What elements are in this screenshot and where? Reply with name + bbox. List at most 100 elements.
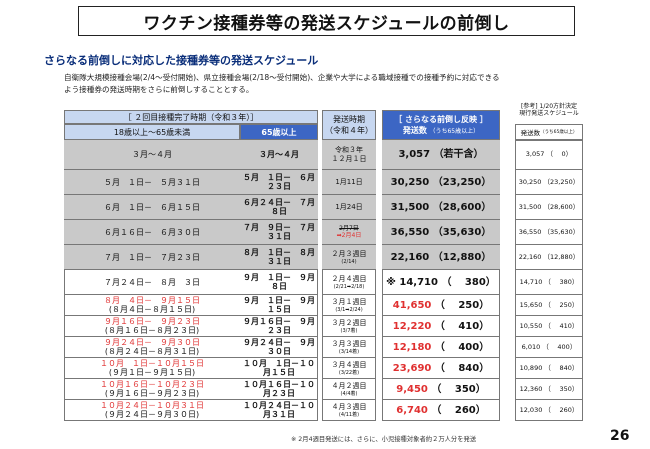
- row-7-ref: 10,550 （ 410）: [515, 316, 583, 337]
- header-ref-count-note: （うち65歳以上）: [540, 130, 578, 135]
- row-10-left: １０月１６日－１０月２３日 (９月１６日－９月２３日): [64, 379, 240, 400]
- row-7-new: 12,220 （ 410）: [382, 316, 500, 337]
- row-9-age65: １０月 １日－１０月１５日: [240, 358, 318, 379]
- row-3-sub: （35,630）: [432, 226, 492, 238]
- row-2-new: 31,500 （28,600）: [382, 195, 500, 220]
- row-1-ship: 1月11日: [322, 170, 376, 195]
- row-0-ship: 令和３年 １２月１日: [322, 140, 376, 170]
- row-10-left-1: １０月１６日－１０月２３日: [100, 380, 204, 389]
- header-ref-count: 発送数 （うち65歳以上）: [515, 124, 583, 140]
- row-0-age65: ３月～４月: [240, 140, 318, 170]
- page-title: ワクチン接種券等の発送スケジュールの前倒し: [78, 6, 575, 36]
- row-5-ref-sub: （ 380）: [544, 277, 579, 286]
- row-4-ship-1: ２月３週目: [331, 249, 367, 258]
- row-6-age65: ９月 １日－ ９月１５日: [240, 295, 318, 316]
- header-ship-title: 発送時期: [333, 115, 365, 124]
- row-9-sub: （ 840）: [434, 362, 490, 374]
- row-4-ref-count: 22,160: [518, 252, 542, 261]
- row-0-ref: 3,057 （ 0）: [515, 140, 583, 170]
- row-8-ship-1: ３月３週目: [331, 339, 367, 348]
- row-11-ref: 12,030 （ 260）: [515, 400, 583, 421]
- row-6-ship: ３月１週目 (3/1➡2/24): [322, 295, 376, 316]
- row-7-ref-sub: （ 410）: [544, 321, 579, 330]
- row-9-count: 23,690: [392, 362, 432, 374]
- row-8-left-1: ９月２４日－ ９月３０日: [104, 338, 200, 347]
- row-10-ship: ４月２週目 (4/4着): [322, 379, 376, 400]
- row-6-ref: 15,650 （ 250）: [515, 295, 583, 316]
- row-7-count: 12,220: [392, 320, 432, 332]
- row-4-ship: ２月３週目 (2/14): [322, 245, 376, 270]
- row-8-new: 12,180 （ 400）: [382, 337, 500, 358]
- row-10-count: 9,450: [396, 383, 428, 395]
- row-5-ref-count: 14,710: [519, 277, 543, 286]
- row-7-age65: ９月１６日－ ９月２３日: [240, 316, 318, 337]
- row-11-ship-2: (4/11着): [338, 411, 360, 418]
- row-0-ref-sub: （ 0）: [546, 150, 573, 158]
- row-7-ship-1: ３月２週目: [331, 318, 367, 327]
- row-11-sub: （ 260）: [431, 404, 486, 416]
- row-8-ref-sub: （ 400）: [542, 342, 577, 351]
- header-new-title: ［ さらなる前倒し反映 ］: [394, 115, 488, 124]
- row-10-ref: 12,360 （ 350）: [515, 379, 583, 400]
- row-9-ship: ３月４週目 (3/22着): [322, 358, 376, 379]
- row-0-left: ３月～４月: [64, 140, 240, 170]
- row-10-ship-2: (4/4着): [340, 390, 358, 397]
- row-7-ship: ３月２週目 (3/7着): [322, 316, 376, 337]
- row-1-left: ５月 １日－ ５月３１日: [64, 170, 240, 195]
- row-6-new: 41,650 （ 250）: [382, 295, 500, 316]
- row-1-count: 30,250: [390, 176, 430, 188]
- row-5-sub: （ 380）: [441, 276, 496, 288]
- row-6-count: 41,650: [392, 299, 432, 311]
- row-7-left-1: ９月１６日－ ９月２３日: [104, 317, 200, 326]
- row-8-left: ９月２４日－ ９月３０日 (８月２４日－８月３１日): [64, 337, 240, 358]
- row-2-count: 31,500: [390, 201, 430, 213]
- row-3-age65: ７月 ９日－ ７月３１日: [240, 220, 318, 245]
- row-9-ship-1: ３月４週目: [331, 360, 367, 369]
- row-11-left: １０月２４日－１０月３１日 (９月２４日－９月３０日): [64, 400, 240, 421]
- row-6-ship-1: ３月１週目: [331, 297, 367, 306]
- row-1-new: 30,250 （23,250）: [382, 170, 500, 195]
- row-6-left-1: ８月 ４日－ ９月１５日: [104, 296, 200, 305]
- row-9-ship-2: (3/22着): [338, 369, 360, 376]
- row-4-sub: （12,880）: [432, 251, 492, 263]
- header-ref-sub: 現行発送スケジュール: [519, 110, 579, 117]
- row-10-ship-1: ４月２週目: [331, 381, 367, 390]
- row-10-sub: （ 350）: [431, 383, 486, 395]
- row-3-new: 36,550 （35,630）: [382, 220, 500, 245]
- row-1-ref-sub: （23,250）: [543, 177, 580, 186]
- row-4-new: 22,160 （12,880）: [382, 245, 500, 270]
- header-ref: [参考] 1/20方針決定 現行発送スケジュール: [515, 100, 583, 120]
- row-5-ship-1: ２月４週目: [331, 274, 367, 283]
- row-6-ref-count: 15,650: [519, 300, 543, 309]
- row-3-ship-1: 2月7日: [339, 225, 359, 232]
- row-9-left-2: (９月１日－９月１５日): [108, 368, 196, 377]
- row-5-ship: ２月４週目 (2/21➡2/18): [322, 270, 376, 295]
- row-3-ship: 2月7日 ➡2月4日: [322, 220, 376, 245]
- row-8-count: 12,180: [392, 341, 432, 353]
- row-6-left-2: (８月４日－８月１５日): [108, 305, 196, 314]
- row-5-new: ※ 14,710 （ 380）: [382, 270, 500, 295]
- row-7-ref-count: 10,550: [519, 321, 543, 330]
- row-7-left: ９月１６日－ ９月２３日 (８月１６日－８月２３日): [64, 316, 240, 337]
- row-11-ship-1: ４月３週目: [331, 402, 367, 411]
- row-5-age65: ９月 １日－ ９月 ８日: [240, 270, 323, 295]
- row-4-left: ７月 １日－ ７月２３日: [64, 245, 240, 270]
- row-8-ship: ３月３週目 (3/14着): [322, 337, 376, 358]
- row-8-age65: ９月２４日－ ９月３０日: [240, 337, 318, 358]
- row-11-ref-sub: （ 260）: [544, 405, 579, 414]
- row-10-ref-count: 12,360: [519, 384, 543, 393]
- row-5-ref: 14,710 （ 380）: [515, 270, 583, 295]
- row-5-ship-2: (2/21➡2/18): [333, 283, 365, 290]
- row-8-ref: 6,010 （ 400）: [515, 337, 583, 358]
- row-9-left: １０月 １日－１０月１５日 (９月１日－９月１５日): [64, 358, 240, 379]
- row-2-ref: 31,500 （28,600）: [515, 195, 583, 220]
- row-2-ref-sub: （28,600）: [543, 202, 580, 211]
- header-completion: ［ ２回目接種完了時期（令和３年）］: [64, 110, 318, 124]
- row-0-ship-1: 令和３年: [335, 145, 363, 154]
- row-11-left-1: １０月２４日－１０月３１日: [100, 401, 204, 410]
- intro-text: 自衛隊大規模接種会場(2/4～受付開始)、県立接種会場(2/18～受付開始)、企…: [64, 73, 500, 94]
- row-1-ref-count: 30,250: [518, 177, 542, 186]
- row-8-left-2: (８月２４日－８月３１日): [104, 347, 200, 356]
- row-2-age65: ６月２４日－ ７月 ８日: [240, 195, 323, 220]
- header-ref-title: [参考] 1/20方針決定: [520, 103, 578, 110]
